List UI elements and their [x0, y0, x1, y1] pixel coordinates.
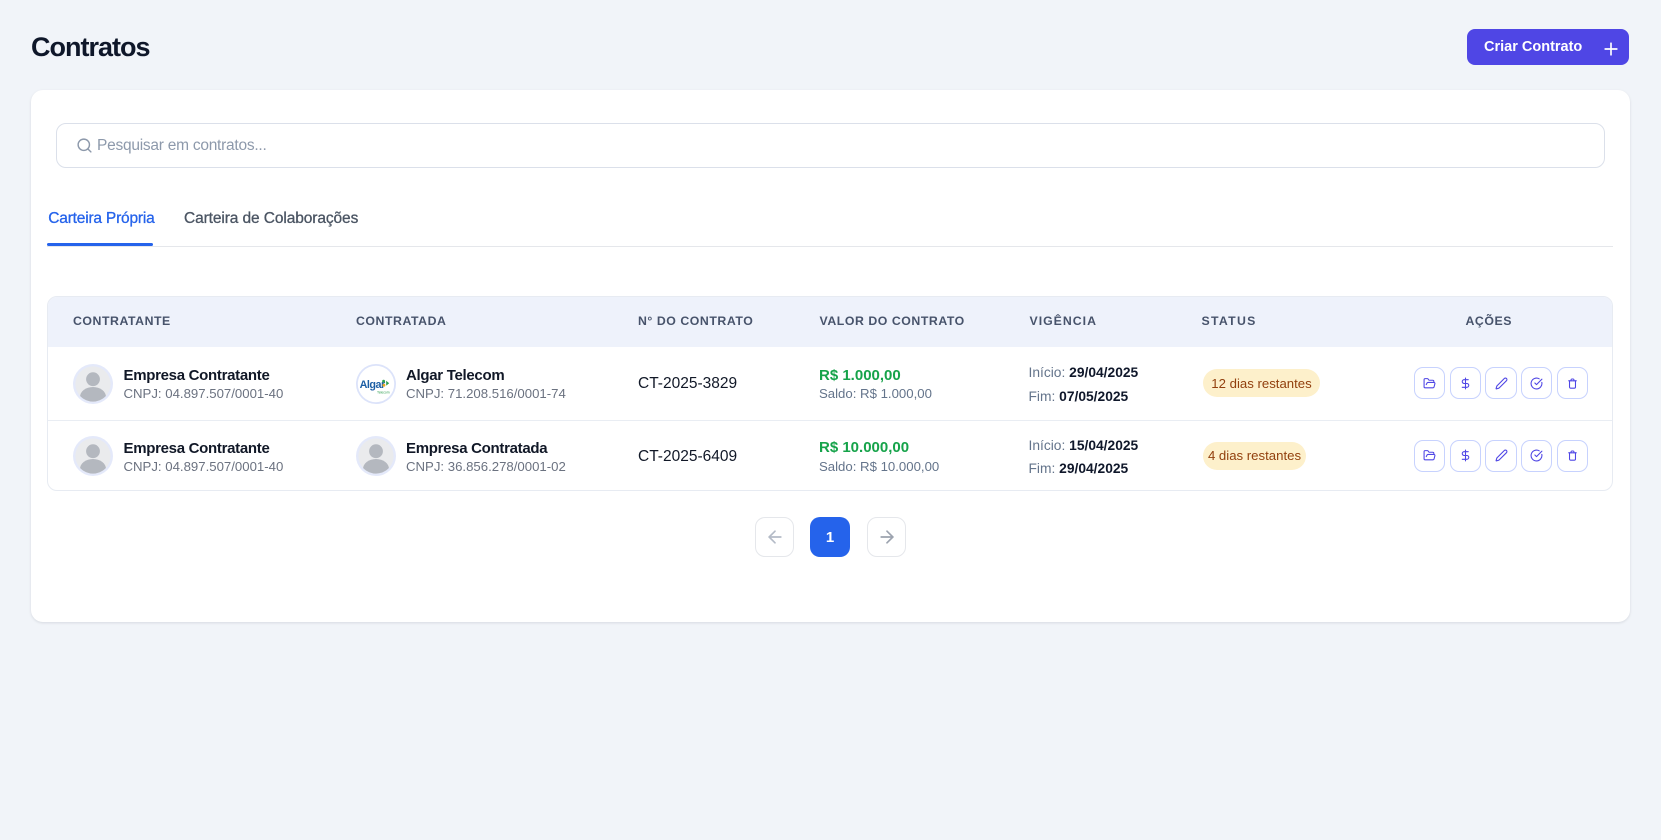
svg-text:Algar: Algar — [359, 379, 385, 391]
svg-text:Telecom: Telecom — [377, 390, 390, 394]
